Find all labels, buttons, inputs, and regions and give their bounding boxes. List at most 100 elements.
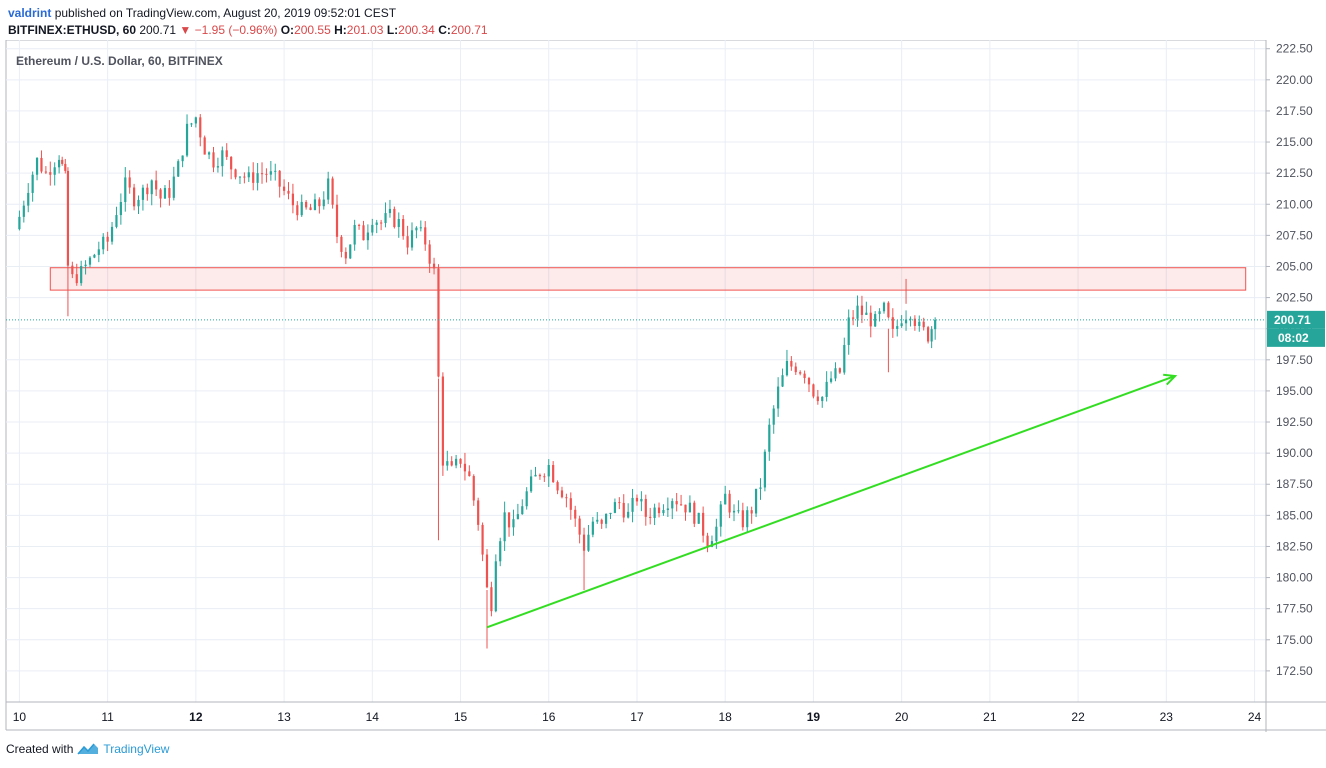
candle-body bbox=[137, 199, 140, 207]
x-tick-label: 14 bbox=[366, 710, 380, 724]
candle-body bbox=[322, 199, 325, 207]
candle-body bbox=[260, 173, 264, 175]
candle-body bbox=[349, 244, 352, 259]
candle-body bbox=[640, 498, 643, 502]
x-tick-label: 15 bbox=[454, 710, 468, 724]
candle-body bbox=[172, 176, 175, 198]
x-tick-label: 24 bbox=[1248, 710, 1262, 724]
price-chart[interactable]: 172.50 175.00 177.50 180.00 182.50 185.00 187.… bbox=[0, 40, 1326, 732]
x-tick-label: 10 bbox=[13, 710, 27, 724]
low-label: L: bbox=[386, 23, 399, 37]
candle-body bbox=[287, 190, 290, 194]
candle-body bbox=[269, 171, 272, 175]
candle-body bbox=[31, 174, 34, 193]
candle-body bbox=[459, 458, 462, 464]
candle-body bbox=[900, 323, 903, 327]
candle-body bbox=[344, 251, 347, 259]
publisher-username[interactable]: valdrint bbox=[8, 6, 52, 20]
candle-body bbox=[671, 501, 674, 509]
open-label: O: bbox=[280, 23, 295, 37]
close-label: C: bbox=[438, 23, 451, 37]
high-label: H: bbox=[334, 23, 347, 37]
y-tick-label: 215.00 bbox=[1276, 135, 1313, 149]
candle-body bbox=[190, 123, 193, 125]
x-tick-label: 17 bbox=[630, 710, 644, 724]
candle-body bbox=[238, 176, 242, 178]
candle-body bbox=[516, 514, 519, 520]
candle-body bbox=[455, 458, 458, 466]
candle-body bbox=[64, 163, 67, 171]
trendline[interactable] bbox=[486, 375, 1176, 629]
candle-body bbox=[556, 482, 559, 491]
plot-area[interactable] bbox=[5, 40, 1267, 703]
candle-body bbox=[856, 305, 859, 319]
candle-body bbox=[896, 326, 899, 329]
candle-body bbox=[406, 236, 409, 248]
candle-body bbox=[785, 361, 789, 376]
candle-body bbox=[662, 510, 665, 514]
candle-body bbox=[397, 219, 400, 228]
change-value: −1.95 (−0.96%) bbox=[194, 23, 278, 37]
candle-body bbox=[882, 302, 886, 312]
candle-body bbox=[490, 587, 493, 612]
candle-body bbox=[49, 172, 52, 175]
candle-body bbox=[852, 317, 855, 319]
trendline-arrowhead bbox=[1163, 373, 1178, 386]
candle-body bbox=[388, 208, 392, 214]
candle-body bbox=[724, 493, 727, 505]
x-tick-label: 16 bbox=[542, 710, 556, 724]
candle-body bbox=[829, 378, 833, 382]
candle-body bbox=[838, 368, 841, 373]
x-tick-label: 22 bbox=[1071, 710, 1085, 724]
candle-body bbox=[582, 534, 586, 551]
candle-body bbox=[207, 152, 211, 155]
candle-body bbox=[763, 451, 766, 488]
candle-body bbox=[419, 227, 422, 229]
candle-body bbox=[874, 314, 877, 327]
candle-body bbox=[291, 193, 295, 206]
candle-body bbox=[697, 512, 700, 524]
candle-body bbox=[799, 372, 802, 374]
candle-body bbox=[362, 225, 365, 241]
y-tick-label: 180.00 bbox=[1276, 571, 1313, 585]
countdown-badge bbox=[1267, 328, 1325, 347]
candle-body bbox=[927, 327, 930, 342]
candle-body bbox=[878, 311, 881, 315]
candle-body bbox=[618, 502, 621, 504]
candle-body bbox=[88, 257, 92, 265]
candle-body bbox=[296, 205, 299, 216]
y-tick-label: 205.00 bbox=[1276, 259, 1313, 273]
candle-body bbox=[631, 497, 634, 512]
candle-body bbox=[80, 266, 83, 284]
candle-body bbox=[393, 208, 396, 228]
candle-body bbox=[635, 497, 639, 502]
candle-body bbox=[644, 498, 647, 517]
candle-body bbox=[922, 321, 925, 328]
candle-body bbox=[860, 305, 864, 315]
candle-body bbox=[44, 171, 47, 173]
candle-body bbox=[221, 150, 224, 167]
candle-body bbox=[913, 318, 916, 326]
candle-body bbox=[375, 222, 378, 225]
candle-body bbox=[684, 504, 687, 513]
down-arrow-icon: ▼ bbox=[179, 23, 192, 37]
candle-body bbox=[759, 487, 762, 489]
x-tick-label: 19 bbox=[807, 710, 821, 724]
y-tick-label: 192.50 bbox=[1276, 415, 1313, 429]
x-tick-label: 23 bbox=[1160, 710, 1174, 724]
candle-body bbox=[61, 159, 64, 164]
candle-body bbox=[472, 476, 475, 501]
candle-body bbox=[424, 227, 427, 245]
candle-body bbox=[547, 465, 550, 477]
candle-body bbox=[494, 561, 497, 612]
candle-body bbox=[371, 224, 374, 233]
candle-body bbox=[441, 376, 444, 466]
candle-body bbox=[132, 187, 136, 207]
symbol-line: BITFINEX:ETHUSD, 60 200.71 ▼ −1.95 (−0.9… bbox=[8, 23, 488, 37]
resistance-zone[interactable] bbox=[49, 267, 1247, 291]
candle-body bbox=[794, 366, 797, 373]
tradingview-brand-link[interactable]: TradingView bbox=[103, 742, 170, 756]
candle-body bbox=[649, 516, 652, 518]
candle-body bbox=[847, 317, 850, 345]
candle-body bbox=[728, 493, 731, 513]
